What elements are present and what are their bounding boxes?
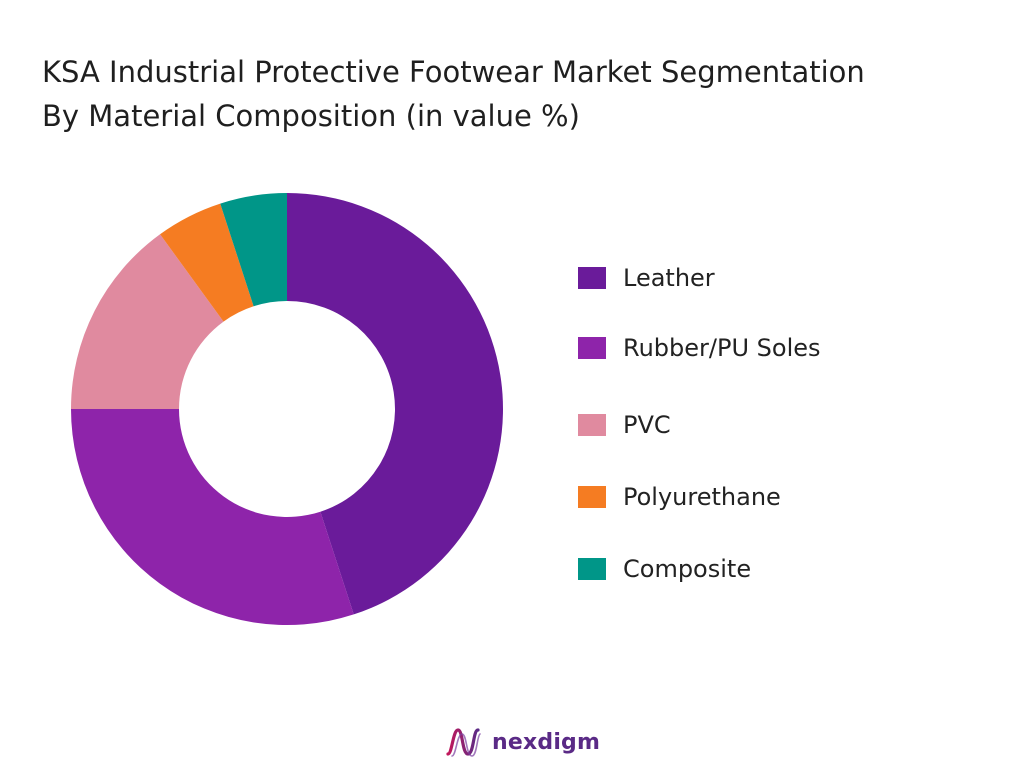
brand-logo: nexdigm [444,722,600,762]
chart-title-line-2: By Material Composition (in value %) [42,99,580,133]
legend-swatch-rubber-pu-soles [578,337,606,359]
legend-swatch-composite [578,558,606,580]
brand-name: nexdigm [492,729,601,755]
legend-label-composite: Composite [623,555,752,583]
donut-slice-composite [220,193,287,307]
chart-title-line-1: KSA Industrial Protective Footwear Marke… [42,55,865,89]
chart-title: KSA Industrial Protective Footwear Marke… [42,50,1002,138]
legend-label-polyurethane: Polyurethane [623,483,781,511]
legend-swatch-leather [578,267,606,289]
legend-item-composite: Composite [578,549,751,589]
legend-label-leather: Leather [623,264,715,292]
legend-item-rubber-pu-soles: Rubber/PU Soles [578,328,821,368]
legend-swatch-pvc [578,414,606,436]
legend-item-leather: Leather [578,258,715,298]
nexdigm-wave-logo-icon [446,728,481,757]
legend-label-rubber-pu-soles: Rubber/PU Soles [623,334,821,362]
legend-item-pvc: PVC [578,405,671,445]
donut-slice-rubber-pu-soles [71,409,354,626]
donut-slice-leather [287,193,504,615]
donut-slice-pvc [71,234,224,409]
legend-swatch-polyurethane [578,486,606,508]
legend-item-polyurethane: Polyurethane [578,477,781,517]
legend-label-pvc: PVC [623,411,671,439]
donut-slice-polyurethane [160,203,254,322]
